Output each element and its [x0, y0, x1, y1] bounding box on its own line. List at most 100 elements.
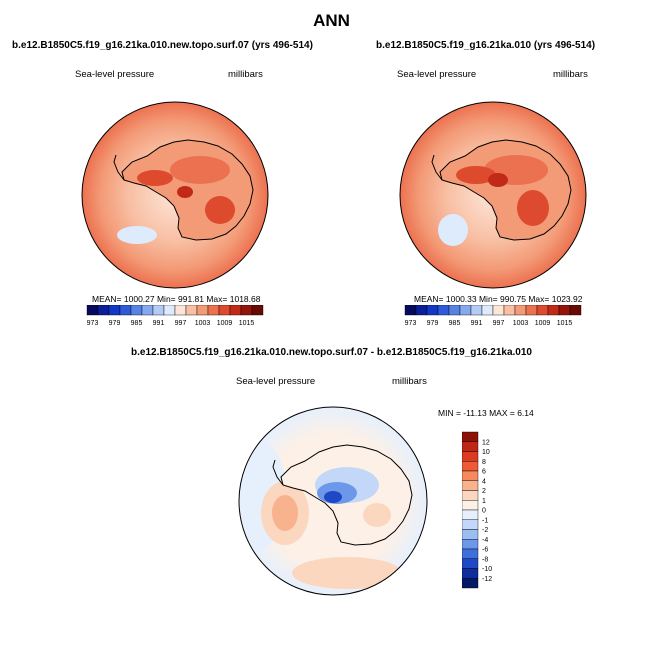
colorbar-tick-label: 10: [482, 449, 490, 456]
colorbar-box: [462, 509, 479, 520]
colorbar-box: [492, 305, 505, 316]
colorbar-box: [174, 305, 187, 316]
colorbar-box: [448, 305, 461, 316]
panel-2-stats: MEAN= 1000.33 Min= 990.75 Max= 1023.92: [414, 294, 583, 304]
colorbar-box: [462, 539, 479, 550]
colorbar-tick-label: -1: [482, 517, 488, 524]
colorbar-box: [404, 305, 417, 316]
colorbar-box: [196, 305, 209, 316]
colorbar-box: [130, 305, 143, 316]
colorbar-tick-label: 1: [482, 498, 486, 505]
panel-1-high-core: [170, 156, 230, 184]
colorbar-box: [108, 305, 121, 316]
colorbar-box: [218, 305, 231, 316]
panel-1-coastline: [121, 139, 254, 241]
panel-2-high-core-east: [517, 190, 549, 226]
colorbar-box: [462, 529, 479, 540]
colorbar-tick-label: 12: [482, 439, 490, 446]
panel-3-coastline: [280, 444, 413, 546]
colorbar-box: [163, 305, 176, 316]
panel-1-peninsula: [113, 154, 125, 181]
colorbar-tick-label: 997: [493, 320, 505, 327]
colorbar-box: [462, 558, 479, 569]
panel-3-variable-label: Sea-level pressure: [236, 376, 316, 387]
colorbar-tick-label: 1009: [535, 320, 551, 327]
colorbar-box: [470, 305, 483, 316]
colorbar-box: [141, 305, 154, 316]
colorbar-box: [462, 431, 479, 442]
colorbar-box: [462, 568, 479, 579]
panel-1-low-region: [117, 226, 157, 244]
colorbar-tick-label: -8: [482, 556, 488, 563]
colorbar-box: [547, 305, 560, 316]
colorbar-box: [207, 305, 220, 316]
colorbar-tick-label: 4: [482, 478, 486, 485]
panel-3-map-border: [238, 406, 428, 596]
colorbar-tick-label: 973: [405, 320, 417, 327]
colorbar-box: [462, 548, 479, 559]
colorbar-box: [462, 519, 479, 530]
panel-2-units-label: millibars: [553, 69, 588, 80]
colorbar-tick-label: 997: [175, 320, 187, 327]
panel-3-stats: MIN = -11.13 MAX = 6.14: [438, 408, 534, 418]
colorbar-box: [240, 305, 253, 316]
colorbar-tick-label: -12: [482, 576, 492, 583]
colorbar-box: [251, 305, 264, 316]
colorbar-box: [229, 305, 242, 316]
page-title: ANN: [313, 11, 350, 30]
colorbar-tick-label: 985: [131, 320, 143, 327]
colorbar-tick-label: -2: [482, 527, 488, 534]
colorbar-box: [558, 305, 571, 316]
colorbar-tick-label: 2: [482, 488, 486, 495]
colorbar-box: [462, 480, 479, 491]
colorbar-box: [415, 305, 428, 316]
colorbar-box: [462, 470, 479, 481]
colorbar-tick-label: 979: [109, 320, 121, 327]
panel-2-map: [399, 101, 587, 289]
panel-3-units-label: millibars: [392, 376, 427, 387]
colorbar-box: [514, 305, 527, 316]
panel-2-variable-label: Sea-level pressure: [397, 69, 477, 80]
colorbar-tick-label: 1003: [513, 320, 529, 327]
colorbar-tick-label: 1003: [195, 320, 211, 327]
colorbar-box: [185, 305, 198, 316]
colorbar-box: [525, 305, 538, 316]
colorbar-box: [569, 305, 582, 316]
colorbar-box: [503, 305, 516, 316]
colorbar-tick-label: 8: [482, 459, 486, 466]
colorbar-tick-label: -6: [482, 547, 488, 554]
panel-2-high-core-center: [488, 173, 508, 187]
panel-1-units-label: millibars: [228, 69, 263, 80]
panel-3-negative-center: [324, 491, 342, 503]
panel-1-high-core-west: [137, 170, 173, 186]
colorbar-box: [462, 500, 479, 511]
colorbar-box: [536, 305, 549, 316]
colorbar-box: [119, 305, 132, 316]
colorbar-box: [462, 490, 479, 501]
panel-2-title: b.e12.B1850C5.f19_g16.21ka.010 (yrs 496-…: [376, 40, 596, 51]
panel-1-map: [81, 101, 269, 289]
colorbar-tick-label: 973: [87, 320, 99, 327]
colorbar-box: [462, 578, 479, 589]
panel-1-title: b.e12.B1850C5.f19_g16.21ka.010.new.topo.…: [12, 40, 313, 51]
colorbar-tick-label: 1009: [217, 320, 233, 327]
panel-3-positive-band-south: [292, 557, 402, 589]
panel-3-positive-east: [363, 503, 391, 527]
colorbar-box: [97, 305, 110, 316]
colorbar-box: [152, 305, 165, 316]
colorbar-box: [462, 461, 479, 472]
colorbar-tick-label: 991: [153, 320, 165, 327]
panel-1-variable-label: Sea-level pressure: [75, 69, 155, 80]
colorbar-box: [459, 305, 472, 316]
colorbar-box: [481, 305, 494, 316]
colorbar-tick-label: 985: [449, 320, 461, 327]
panel-2-peninsula: [431, 154, 443, 181]
colorbar-tick-label: -4: [482, 537, 488, 544]
colorbar-box: [437, 305, 450, 316]
panel-1-colorbar: 973 979 985 991 997 1003 1009 1015: [87, 305, 264, 327]
colorbar-tick-label: 1015: [239, 320, 255, 327]
colorbar-box: [462, 441, 479, 452]
panel-1-high-core-east: [205, 196, 235, 224]
colorbar-box: [426, 305, 439, 316]
